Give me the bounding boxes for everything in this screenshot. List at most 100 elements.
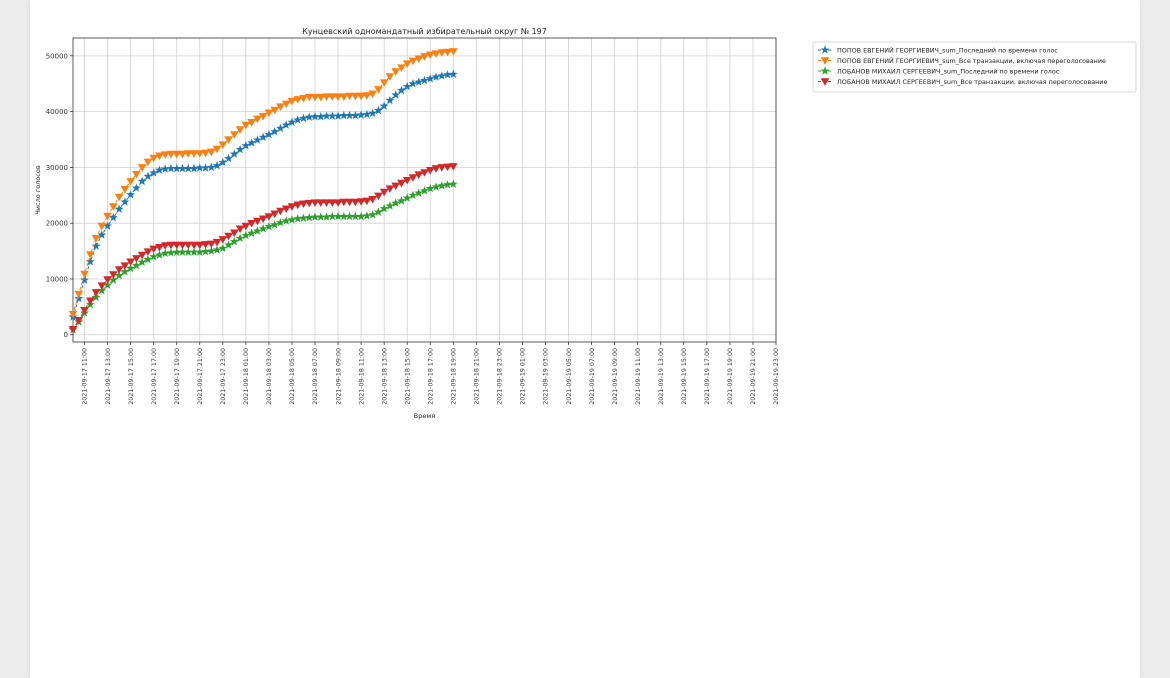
data-point — [402, 81, 412, 91]
x-tick-label: 2021-09-17 17:00 — [151, 348, 158, 405]
data-point — [258, 215, 268, 224]
data-point — [397, 196, 406, 205]
y-tick-label: 50000 — [46, 52, 68, 60]
data-point — [385, 73, 395, 81]
data-point — [235, 233, 245, 242]
data-point — [264, 213, 274, 221]
data-point — [108, 275, 118, 284]
data-point — [443, 70, 452, 79]
data-point — [120, 197, 130, 206]
legend-marker — [820, 45, 830, 54]
y-axis-label: Число голосов — [34, 165, 42, 215]
data-point — [201, 163, 210, 172]
data-point — [350, 211, 360, 221]
data-point — [172, 241, 182, 250]
x-tick-label: 2021-09-18 05:00 — [289, 348, 296, 405]
data-point — [74, 290, 84, 299]
data-point — [385, 185, 395, 193]
data-point — [172, 150, 182, 159]
data-point — [368, 90, 377, 99]
data-point — [339, 211, 349, 221]
line-chart: 2021-09-17 11:00 2021-09-17 13:00 2021-09-… — [34, 27, 1137, 420]
data-point — [333, 211, 343, 221]
data-point — [270, 210, 279, 219]
data-point — [402, 60, 412, 68]
data-point — [304, 199, 314, 208]
data-point — [431, 182, 441, 191]
data-point — [132, 183, 141, 192]
data-point — [155, 152, 164, 160]
data-point — [212, 161, 222, 170]
data-point — [189, 241, 199, 250]
data-point — [328, 93, 337, 101]
data-point — [351, 92, 360, 101]
data-point — [109, 271, 118, 279]
data-point — [437, 71, 447, 80]
x-tick-label: 2021-09-19 07:00 — [589, 348, 596, 405]
x-tick-label: 2021-09-18 07:00 — [312, 348, 319, 405]
data-point — [299, 113, 308, 123]
data-point — [143, 158, 153, 167]
y-tick-label: 40000 — [46, 108, 68, 116]
x-tick-label: 2021-09-17 15:00 — [128, 348, 135, 405]
data-point — [362, 92, 372, 100]
data-point — [431, 72, 441, 81]
data-point — [362, 109, 372, 119]
data-point — [431, 165, 441, 173]
legend-marker — [820, 57, 830, 65]
x-tick-label: 2021-09-19 11:00 — [635, 348, 642, 405]
data-point — [195, 247, 205, 256]
data-point — [374, 192, 383, 201]
data-point — [183, 150, 193, 158]
data-point — [437, 49, 447, 57]
data-point — [201, 241, 210, 249]
data-point — [333, 199, 343, 207]
data-point — [339, 110, 349, 120]
legend-label: ПОПОВ ЕВГЕНИЙ ГЕОРГИЕВИЧ_sum_Все транзак… — [837, 56, 1106, 65]
x-tick-label: 2021-09-18 11:00 — [358, 348, 365, 405]
data-point — [448, 179, 458, 188]
data-point — [385, 201, 395, 210]
data-point — [143, 171, 153, 181]
data-point — [258, 224, 268, 233]
data-point — [137, 164, 147, 172]
x-tick-label: 2021-09-18 09:00 — [335, 348, 342, 405]
data-point — [155, 165, 164, 174]
data-point — [448, 69, 458, 78]
data-point — [183, 241, 193, 250]
x-tick-label: 2021-09-18 19:00 — [451, 348, 458, 405]
y-tick-label: 0 — [64, 331, 68, 339]
data-point — [287, 97, 297, 106]
legend-marker — [820, 66, 830, 75]
data-point — [224, 240, 233, 249]
series-line — [72, 165, 454, 330]
data-point — [287, 117, 297, 126]
data-point — [304, 93, 314, 102]
x-tick-label: 2021-09-18 23:00 — [497, 348, 504, 405]
data-point — [345, 110, 354, 120]
data-point — [109, 203, 118, 211]
data-point — [397, 85, 406, 95]
data-point — [350, 110, 360, 120]
data-point — [230, 229, 239, 237]
x-tick-label: 2021-09-18 15:00 — [404, 348, 411, 405]
data-point — [178, 247, 187, 256]
data-point — [120, 267, 130, 276]
data-point — [206, 148, 216, 157]
data-point — [299, 200, 308, 208]
data-point — [327, 211, 337, 221]
data-point — [379, 188, 389, 197]
legend-label: ЛОБАНОВ МИХАИЛ СЕРГЕЕВИЧ_sum_Последний п… — [837, 67, 1060, 75]
data-point — [195, 163, 205, 172]
data-point — [443, 163, 452, 172]
data-point — [293, 214, 303, 223]
data-point — [316, 199, 326, 207]
data-point — [425, 166, 435, 175]
data-point — [149, 245, 158, 254]
data-point — [391, 182, 400, 191]
x-tick-label: 2021-09-19 13:00 — [658, 348, 665, 405]
data-point — [91, 235, 101, 243]
data-point — [299, 213, 308, 222]
data-point — [276, 218, 285, 227]
data-point — [264, 129, 274, 139]
